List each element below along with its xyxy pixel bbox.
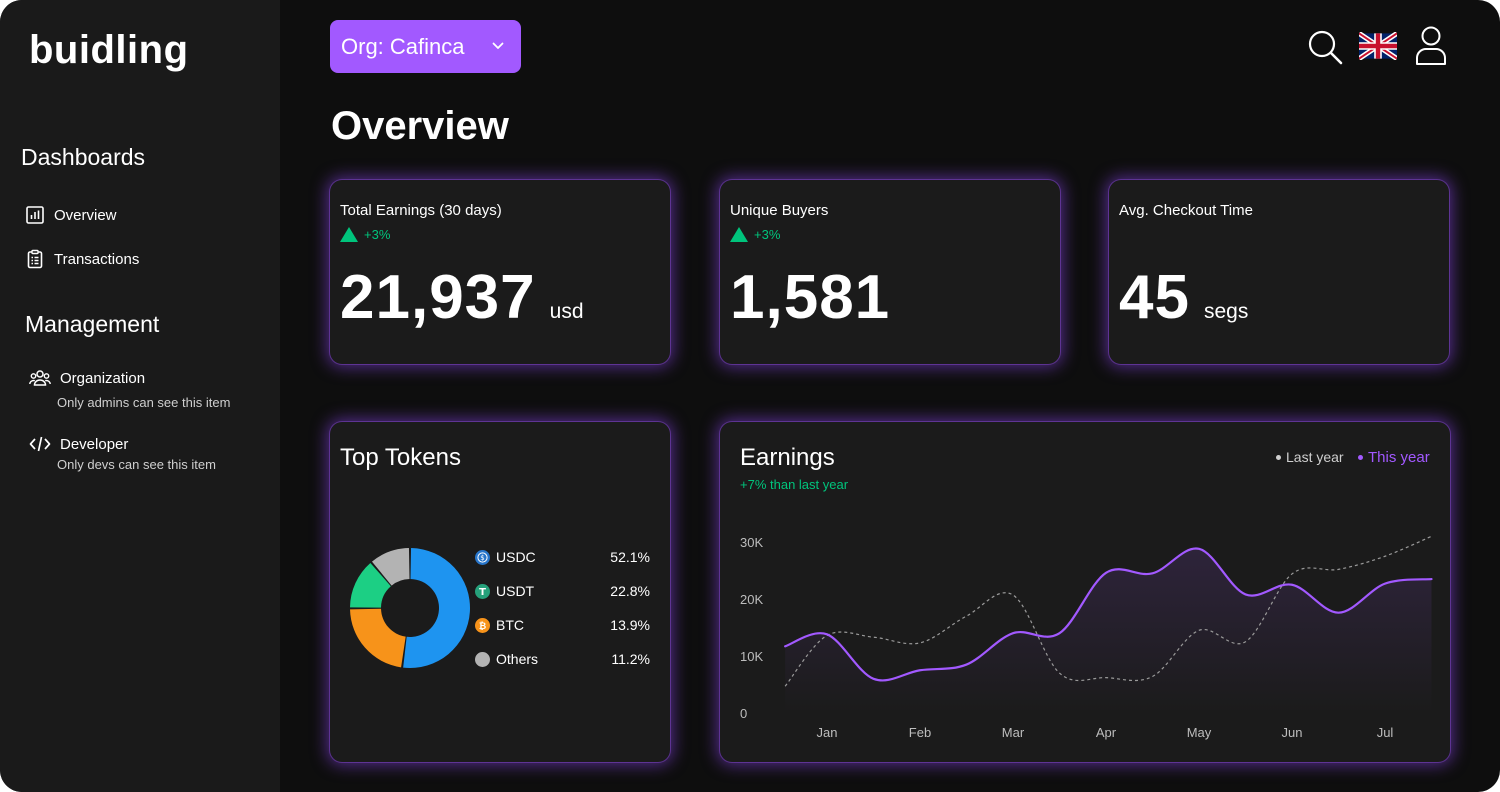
this-year-area <box>785 548 1432 713</box>
kpi-value: 45 segs <box>1119 262 1248 333</box>
uk-flag-icon[interactable] <box>1359 32 1397 60</box>
y-tick-label: 0 <box>740 706 747 721</box>
x-tick-label: Apr <box>1096 725 1117 740</box>
kpi-number: 1,581 <box>730 263 891 332</box>
chevron-down-icon <box>492 42 504 49</box>
kpi-card-checkout: Avg. Checkout Time 45 segs <box>1109 180 1449 364</box>
usdt-icon: T <box>475 583 490 599</box>
usdc-icon: $ <box>475 549 490 565</box>
kpi-card-earnings: Total Earnings (30 days) +3% 21,937 usd <box>330 180 670 364</box>
kpi-label: Unique Buyers <box>730 202 829 219</box>
sidebar-item-label: Developer <box>60 435 129 453</box>
sidebar-item-label: Overview <box>54 206 117 224</box>
token-name: USDC <box>496 549 536 565</box>
x-tick-label: Jul <box>1377 725 1394 740</box>
donut-slice-usdt <box>350 608 406 668</box>
token-pct: 52.1% <box>610 549 650 565</box>
x-tick-label: Jan <box>817 725 838 740</box>
sidebar-item-label: Transactions <box>54 250 140 268</box>
legend-label: This year <box>1368 449 1430 466</box>
legend-last-year[interactable]: Last year <box>1276 449 1344 465</box>
series-line-last-year <box>784 535 1432 687</box>
bar-chart-icon <box>26 206 44 224</box>
svg-text:T: T <box>479 587 486 598</box>
x-tick-label: Mar <box>1002 725 1025 740</box>
legend-this-year[interactable]: This year <box>1358 449 1430 466</box>
top-tokens-card: Top Tokens $ USDC 52.1% T USDT 22.8% ₿ B… <box>330 422 670 762</box>
token-name: Others <box>496 651 539 667</box>
earnings-subtitle: +7% than last year <box>740 477 849 492</box>
kpi-card-buyers: Unique Buyers +3% 1,581 <box>720 180 1060 364</box>
x-tick-label: Feb <box>909 725 931 740</box>
token-donut-chart <box>350 548 470 668</box>
x-tick-label: Jun <box>1282 725 1303 740</box>
svg-text:$: $ <box>480 554 484 562</box>
search-icon[interactable] <box>1306 28 1344 66</box>
dashboards-section-title: Dashboards <box>21 144 146 170</box>
series-line-this-year <box>784 547 1433 682</box>
svg-text:₿: ₿ <box>479 621 486 632</box>
legend-label: Last year <box>1286 449 1344 465</box>
kpi-unit: usd <box>549 300 584 323</box>
code-icon <box>29 436 51 452</box>
legend-dot <box>1276 454 1281 460</box>
trend-up-icon <box>340 227 358 242</box>
token-row-usdc: $ USDC 52.1% <box>475 549 650 565</box>
card-title: Top Tokens <box>340 444 461 471</box>
donut-slice-usdc <box>403 548 470 668</box>
sidebar-item-overview[interactable]: Overview <box>25 205 117 225</box>
legend-dot <box>1358 455 1363 460</box>
sidebar-item-transactions[interactable]: Transactions <box>25 249 139 269</box>
org-selector[interactable]: Org: Cafinca <box>330 20 521 73</box>
organization-note: Only admins can see this item <box>57 395 231 410</box>
token-pct: 22.8% <box>610 583 650 599</box>
org-selector-label: Org: Cafinca <box>341 33 465 59</box>
page-title: Overview <box>331 104 509 148</box>
sidebar-item-label: Organization <box>60 369 146 387</box>
card-title: Earnings <box>740 444 835 471</box>
donut-slice-btc <box>350 562 391 608</box>
kpi-value: 21,937 usd <box>340 262 584 333</box>
logo[interactable]: buidling <box>29 28 189 72</box>
trend-up-icon <box>730 227 748 242</box>
btc-icon: ₿ <box>475 617 490 633</box>
developer-note: Only devs can see this item <box>57 457 216 472</box>
management-section-title: Management <box>25 311 160 337</box>
kpi-value: 1,581 <box>730 262 890 333</box>
token-row-usdt: T USDT 22.8% <box>475 583 650 599</box>
kpi-delta: +3% <box>730 227 780 242</box>
kpi-label: Total Earnings (30 days) <box>340 202 502 219</box>
token-name: USDT <box>496 583 535 599</box>
kpi-label: Avg. Checkout Time <box>1119 202 1253 219</box>
users-icon <box>29 370 51 386</box>
token-pct: 13.9% <box>610 617 650 633</box>
sidebar: buidling Dashboards Overview T <box>0 0 280 792</box>
y-tick-label: 10K <box>740 649 763 664</box>
kpi-unit: segs <box>1203 300 1249 323</box>
sidebar-item-organization[interactable]: Organization <box>29 368 145 388</box>
donut-slice-others <box>371 548 410 586</box>
token-pct: 11.2% <box>611 651 650 667</box>
x-tick-label: May <box>1187 725 1212 740</box>
kpi-number: 21,937 <box>340 263 536 332</box>
kpi-delta: +3% <box>340 227 390 242</box>
token-row-others: Others 11.2% <box>475 651 650 667</box>
earnings-line-chart: 0 10K 20K 30K Jan Feb Mar Apr May Jun Jul <box>740 535 1433 740</box>
kpi-delta-value: +3% <box>364 227 391 242</box>
earnings-card: Earnings +7% than last year Last year Th… <box>720 422 1450 762</box>
y-tick-label: 20K <box>740 592 763 607</box>
kpi-delta-value: +3% <box>754 227 781 242</box>
sidebar-item-developer[interactable]: Developer <box>29 434 128 454</box>
token-row-btc: ₿ BTC 13.9% <box>475 617 650 633</box>
y-tick-label: 30K <box>740 535 763 550</box>
others-icon <box>475 651 490 667</box>
token-name: BTC <box>496 617 524 633</box>
clipboard-icon <box>27 249 43 269</box>
kpi-number: 45 <box>1119 263 1190 332</box>
user-icon[interactable] <box>1414 25 1448 67</box>
